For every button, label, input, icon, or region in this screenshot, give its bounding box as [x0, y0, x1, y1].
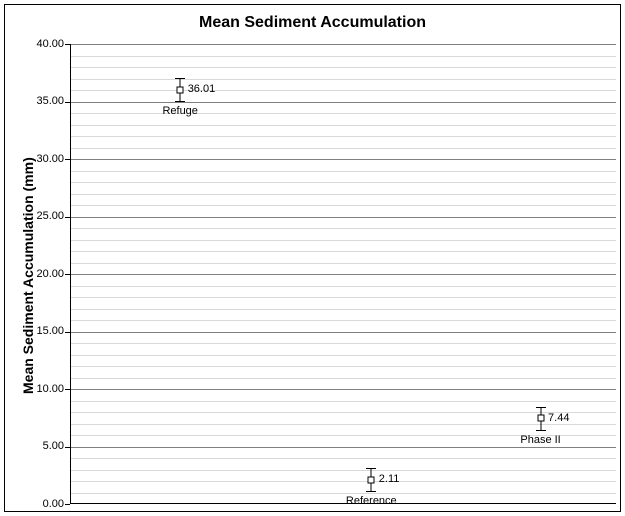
- gridline-major: [71, 44, 616, 45]
- y-tick-label: 5.00: [26, 440, 64, 452]
- value-label: 36.01: [188, 83, 216, 95]
- gridline-minor: [71, 251, 616, 252]
- gridline-major: [71, 389, 616, 390]
- y-tick-label: 15.00: [26, 325, 64, 337]
- gridline-minor: [71, 424, 616, 425]
- gridline-minor: [71, 401, 616, 402]
- chart-frame: Mean Sediment Accumulation Mean Sediment…: [0, 0, 625, 516]
- data-point-marker: [368, 476, 375, 483]
- data-point-marker: [177, 86, 184, 93]
- error-cap: [175, 78, 185, 79]
- gridline-minor: [71, 136, 616, 137]
- gridline-minor: [71, 366, 616, 367]
- gridline-minor: [71, 67, 616, 68]
- gridline-major: [71, 102, 616, 103]
- y-tick-mark: [65, 389, 70, 390]
- gridline-minor: [71, 458, 616, 459]
- y-tick-mark: [65, 274, 70, 275]
- gridline-minor: [71, 412, 616, 413]
- gridline-major: [71, 447, 616, 448]
- gridline-minor: [71, 240, 616, 241]
- gridline-minor: [71, 286, 616, 287]
- gridline-major: [71, 217, 616, 218]
- gridline-minor: [71, 205, 616, 206]
- y-tick-mark: [65, 44, 70, 45]
- gridline-minor: [71, 125, 616, 126]
- gridline-minor: [71, 171, 616, 172]
- y-tick-label: 20.00: [26, 268, 64, 280]
- error-cap: [536, 430, 546, 431]
- gridline-minor: [71, 481, 616, 482]
- gridline-minor: [71, 182, 616, 183]
- gridline-minor: [71, 355, 616, 356]
- value-label: 2.11: [379, 473, 400, 485]
- y-tick-label: 0.00: [26, 498, 64, 510]
- error-cap: [366, 468, 376, 469]
- gridline-minor: [71, 90, 616, 91]
- gridline-minor: [71, 228, 616, 229]
- category-label: Refuge: [162, 105, 197, 117]
- gridline-major: [71, 274, 616, 275]
- gridline-major: [71, 332, 616, 333]
- y-tick-mark: [65, 447, 70, 448]
- gridline-minor: [71, 493, 616, 494]
- y-tick-label: 25.00: [26, 210, 64, 222]
- chart-title: Mean Sediment Accumulation: [0, 14, 625, 32]
- gridline-minor: [71, 343, 616, 344]
- category-label: Phase II: [520, 434, 560, 446]
- value-label: 7.44: [548, 412, 569, 424]
- gridline-major: [71, 159, 616, 160]
- data-point-marker: [537, 415, 544, 422]
- gridline-minor: [71, 194, 616, 195]
- gridline-minor: [71, 263, 616, 264]
- gridline-minor: [71, 378, 616, 379]
- error-cap: [175, 101, 185, 102]
- gridline-minor: [71, 309, 616, 310]
- plot-area: 36.01 Refuge 2.11 Reference 7.44 Phase II: [70, 44, 616, 504]
- y-tick-mark: [65, 504, 70, 505]
- gridline-minor: [71, 113, 616, 114]
- category-label: Reference: [346, 495, 397, 507]
- y-tick-label: 40.00: [26, 38, 64, 50]
- gridline-minor: [71, 148, 616, 149]
- error-cap: [366, 491, 376, 492]
- error-cap: [536, 407, 546, 408]
- gridline-minor: [71, 56, 616, 57]
- gridline-minor: [71, 320, 616, 321]
- gridline-minor: [71, 79, 616, 80]
- y-tick-mark: [65, 332, 70, 333]
- y-tick-label: 10.00: [26, 383, 64, 395]
- y-tick-label: 35.00: [26, 95, 64, 107]
- y-tick-label: 30.00: [26, 153, 64, 165]
- gridline-minor: [71, 470, 616, 471]
- y-tick-mark: [65, 217, 70, 218]
- y-tick-mark: [65, 159, 70, 160]
- y-tick-mark: [65, 102, 70, 103]
- gridline-minor: [71, 297, 616, 298]
